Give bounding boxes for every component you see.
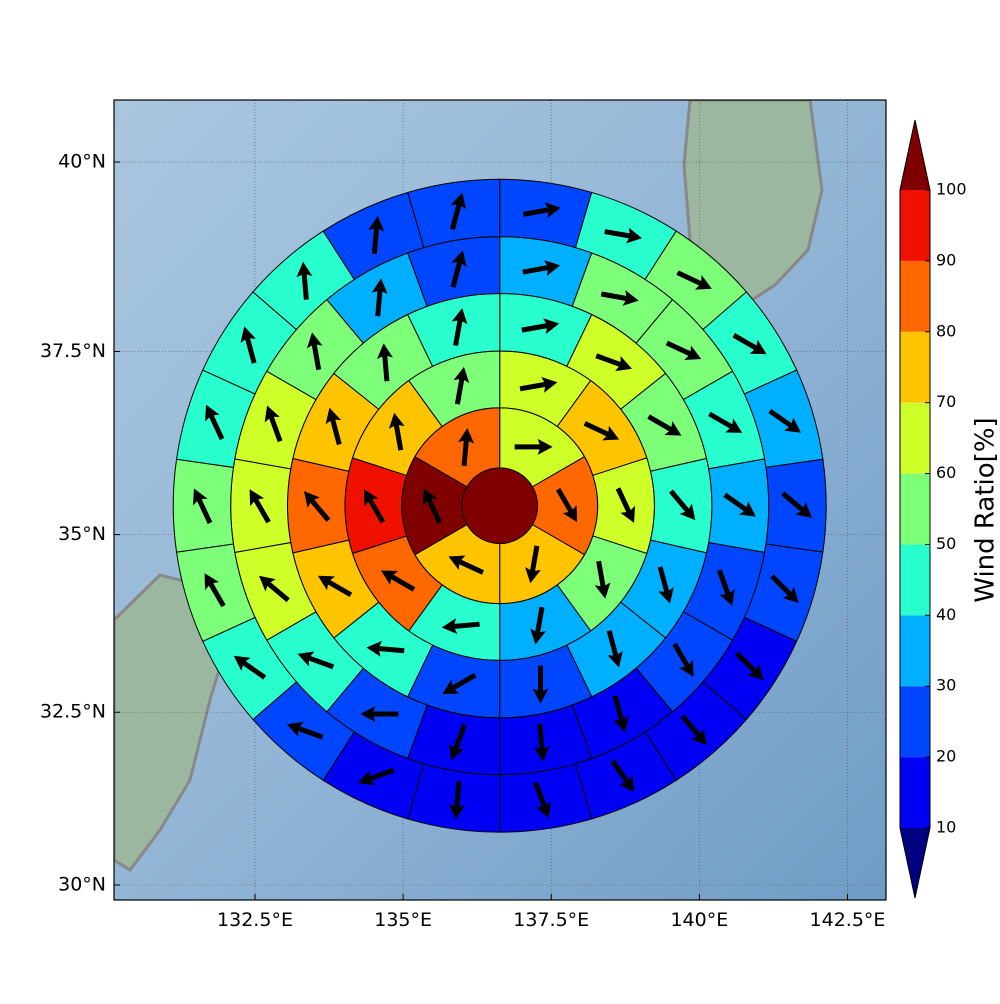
y-tick-label: 35°N <box>58 523 106 545</box>
x-tick-label: 140°E <box>670 909 728 931</box>
colorbar-tick-label: 60 <box>936 463 956 482</box>
colorbar-tick-label: 20 <box>936 747 956 766</box>
colorbar-tick-label: 10 <box>936 818 956 837</box>
polar-grid <box>173 179 826 832</box>
x-tick-label: 135°E <box>374 909 432 931</box>
colorbar-extend-min <box>900 828 930 898</box>
sector <box>408 764 500 832</box>
colorbar-extend-max <box>900 120 930 190</box>
colorbar-segment <box>900 757 930 828</box>
colorbar-tick-label: 50 <box>936 534 956 553</box>
colorbar-segment <box>900 686 930 757</box>
sector <box>408 179 500 247</box>
colorbar-tick-label: 90 <box>936 250 956 269</box>
y-tick-label: 32.5°N <box>40 701 106 723</box>
y-tick-label: 40°N <box>58 151 106 173</box>
colorbar-tick-label: 70 <box>936 392 956 411</box>
colorbar-segment <box>900 544 930 615</box>
x-tick-label: 137.5°E <box>513 909 589 931</box>
sector <box>500 764 592 832</box>
x-tick-label: 132.5°E <box>217 909 293 931</box>
colorbar-tick-label: 100 <box>936 180 967 199</box>
y-tick-label: 30°N <box>58 874 106 896</box>
sector <box>500 179 592 247</box>
colorbar: 10 20 30 40 50 60 70 80 90 100 <box>900 120 967 898</box>
colorbar-tick-label: 30 <box>936 676 956 695</box>
colorbar-segment <box>900 190 930 261</box>
colorbar-tick-label: 40 <box>936 605 956 624</box>
colorbar-tick-label: 80 <box>936 321 956 340</box>
colorbar-segment <box>900 615 930 686</box>
colorbar-segment <box>900 474 930 545</box>
colorbar-label: Wind Ratio[%] <box>971 417 1000 602</box>
colorbar-segment <box>900 332 930 403</box>
colorbar-segment <box>900 403 930 474</box>
y-tick-label: 37.5°N <box>40 340 106 362</box>
colorbar-segment <box>900 261 930 332</box>
x-tick-label: 142.5°E <box>810 909 886 931</box>
